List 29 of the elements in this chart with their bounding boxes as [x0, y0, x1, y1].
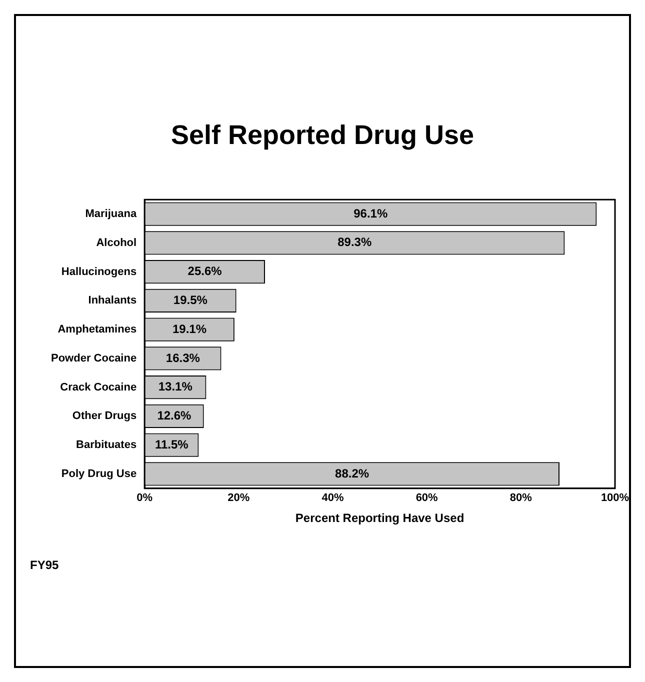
data-label: 89.3% — [338, 235, 372, 250]
data-label: 16.3% — [166, 350, 200, 365]
y-tick-label: Barbituates — [76, 439, 137, 452]
x-tick-label: 40% — [322, 492, 344, 504]
x-tick-label: 100% — [600, 492, 630, 504]
data-label: 12.6% — [157, 408, 192, 423]
x-tick-label: 60% — [416, 492, 438, 504]
x-tick-label: 20% — [228, 492, 250, 504]
y-tick-label: Poly Drug Use — [61, 468, 137, 480]
y-tick-label: Amphetamines — [58, 324, 137, 336]
y-tick-label: Other Drugs — [72, 410, 137, 422]
chart-title: Self Reported Drug Use — [170, 120, 476, 151]
y-tick-label: Powder Cocaine — [51, 352, 137, 364]
y-tick-label: Marijuana — [85, 208, 138, 220]
y-tick-label: Crack Cocaine — [60, 381, 137, 394]
data-label: 96.1% — [354, 206, 388, 220]
data-label: 13.1% — [158, 380, 193, 394]
y-tick-label: Hallucinogens — [61, 266, 137, 278]
x-tick-label: 80% — [510, 492, 532, 504]
y-tick-label: Inhalants — [88, 294, 137, 307]
data-label: 25.6% — [188, 264, 222, 278]
x-axis-title: Percent Reporting Have Used — [295, 511, 464, 526]
y-tick-label: Alcohol — [96, 236, 137, 249]
x-tick-label: 0% — [136, 492, 153, 504]
text: FY95 — [30, 558, 59, 572]
data-label: 88.2% — [335, 466, 370, 480]
data-label: 19.5% — [173, 292, 208, 307]
data-label: 11.5% — [154, 437, 189, 452]
data-label: 19.1% — [172, 322, 207, 336]
